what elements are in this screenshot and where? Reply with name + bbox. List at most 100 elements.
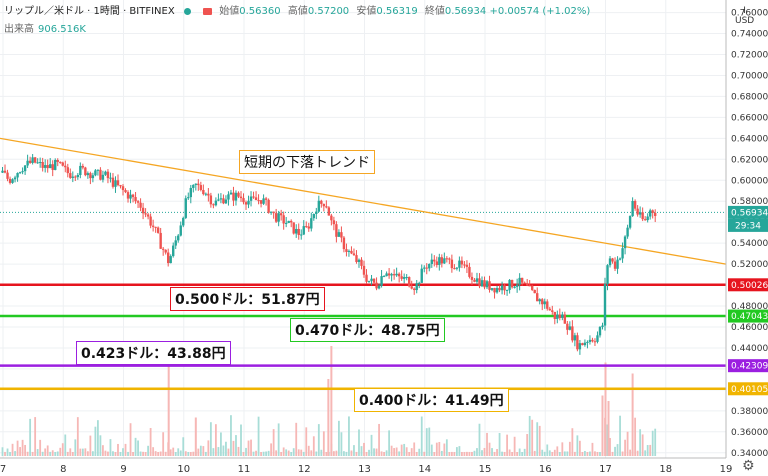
candle-body (450, 259, 454, 269)
currency-top: I (743, 6, 746, 16)
volume-bar (348, 416, 350, 456)
candle-body (505, 289, 509, 291)
candle-body (11, 179, 14, 183)
countdown-text: 29:34 (735, 221, 761, 231)
volume-bar (541, 449, 544, 456)
x-tick-label: 11 (238, 464, 251, 475)
close-value: 0.56934 (444, 6, 487, 17)
candle-body (28, 160, 32, 163)
price-label-bg (728, 359, 768, 373)
candle-body (239, 196, 243, 199)
volume-bar (375, 448, 378, 456)
candle-body (350, 250, 353, 254)
volume-bar (109, 439, 112, 456)
volume-bar (134, 437, 137, 456)
volume-spike (631, 373, 634, 456)
volume-bar (297, 449, 300, 456)
volume-bar (533, 450, 536, 456)
volume-bar (21, 439, 24, 456)
candle-body (362, 265, 366, 275)
volume-bar (430, 444, 433, 456)
candle-body (307, 226, 310, 229)
candle-body (525, 283, 529, 286)
volume-bar (76, 417, 79, 456)
candle-body (79, 165, 82, 175)
volume-bar (363, 442, 365, 456)
volume-bar (107, 451, 109, 456)
candle-body (184, 198, 187, 218)
volume-bar (518, 448, 521, 456)
volume-bar (280, 451, 283, 456)
candle-body (397, 273, 401, 277)
symbol-title[interactable]: リップル／米ドル · 1時間 · BITFINEX (4, 6, 175, 17)
settings-gear-icon[interactable]: ⚙ (742, 458, 755, 474)
candle-body (284, 222, 288, 224)
candle-body (538, 299, 541, 302)
volume-bar (614, 446, 616, 456)
market-status-icon (183, 7, 191, 15)
candle-body (139, 202, 142, 208)
candle-body (425, 267, 428, 269)
currency-indicator[interactable]: I USD (735, 6, 754, 26)
volume-bar (182, 437, 185, 456)
price-label-text: 0.56934 (731, 208, 768, 218)
volume-bar (503, 451, 506, 456)
candle-body (202, 189, 205, 195)
candles (1, 154, 657, 355)
volume-bar (322, 431, 325, 456)
volume-bar (59, 447, 62, 456)
candle-body (551, 310, 554, 312)
volume-bar (471, 451, 473, 456)
x-tick-label: 16 (539, 464, 552, 475)
volume-label: 出来高 (4, 24, 34, 35)
y-tick-label: 0.58000 (731, 197, 768, 207)
candle-body (498, 288, 501, 291)
flag-icon[interactable] (203, 7, 213, 15)
price-label-bg (728, 205, 768, 219)
volume-bar (147, 445, 150, 456)
x-tick-label: 9 (120, 464, 126, 475)
volume-bar (207, 440, 210, 456)
candle-body (214, 200, 218, 206)
candle-body (227, 194, 230, 200)
volume-bar (578, 440, 581, 456)
volume-bar (405, 447, 408, 456)
volume-bar (561, 442, 564, 456)
candle-body (631, 200, 634, 217)
volume-bar (252, 451, 255, 456)
volume-bar (546, 444, 549, 456)
candle-body (541, 299, 544, 305)
volume-bar (646, 445, 649, 456)
volume-bar (425, 428, 428, 456)
volume-bar (240, 424, 242, 456)
volume-bar (6, 448, 9, 456)
candle-body (156, 227, 160, 233)
volume-bar (624, 439, 626, 456)
candle-body (530, 285, 534, 290)
volume-bar (225, 441, 227, 456)
x-tick-label: 12 (298, 464, 311, 475)
volume-bar (496, 449, 498, 456)
volume-bar (345, 451, 348, 456)
volume-bar (277, 423, 280, 456)
candle-body (591, 339, 594, 342)
candle-body (566, 323, 569, 330)
candle-body (277, 213, 280, 222)
candle-body (578, 343, 582, 350)
candle-body (355, 255, 358, 263)
volume-bar (61, 443, 64, 456)
candle-body (420, 268, 423, 283)
volume-spike (330, 346, 333, 456)
price-label-bg (728, 309, 768, 323)
candle-body (109, 177, 112, 179)
candle-body (465, 264, 469, 267)
candle-body (375, 282, 378, 289)
volume-bar (169, 449, 172, 456)
volume-bar (307, 445, 310, 456)
candle-body (116, 180, 120, 186)
candle-body (583, 342, 587, 346)
volume-bar (172, 447, 175, 456)
volume-bar (320, 449, 323, 456)
candle-body (608, 258, 612, 266)
